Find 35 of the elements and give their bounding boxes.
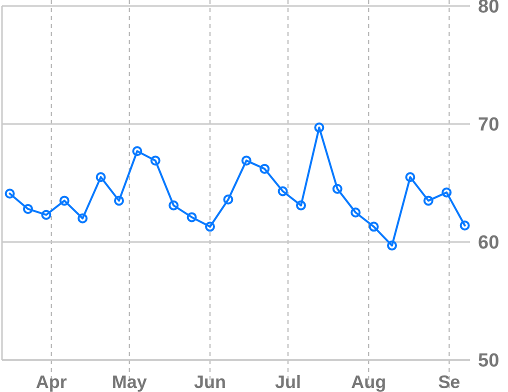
point: [442, 187, 452, 198]
point: [423, 196, 434, 206]
x-tick-label: Jun: [194, 372, 226, 392]
point: [96, 172, 106, 182]
x-tick-label: Aug: [351, 372, 386, 392]
point: [114, 196, 124, 206]
x-tick-label: May: [112, 372, 147, 392]
point: [332, 184, 342, 194]
point: [350, 208, 361, 218]
point: [260, 164, 270, 174]
point: [186, 212, 197, 222]
point: [205, 222, 215, 232]
x-tick-label: Se: [438, 372, 460, 392]
y-tick-label: 70: [478, 114, 500, 136]
y-tick-label: 50: [478, 350, 500, 372]
point: [387, 240, 397, 251]
point: [460, 220, 470, 230]
point: [23, 204, 33, 214]
point: [150, 156, 160, 166]
point: [223, 194, 234, 205]
point: [241, 156, 252, 166]
point: [4, 188, 15, 199]
point: [132, 146, 142, 156]
point: [405, 172, 416, 182]
point: [278, 186, 288, 196]
point: [314, 122, 324, 133]
point: [296, 200, 306, 210]
y-tick-label: 60: [478, 232, 500, 254]
point: [41, 210, 52, 220]
point: [368, 222, 379, 232]
point: [78, 213, 88, 224]
x-tick-label: Jul: [274, 372, 302, 392]
point: [168, 200, 179, 210]
point: [59, 196, 70, 206]
x-tick-label: Apr: [36, 372, 67, 392]
